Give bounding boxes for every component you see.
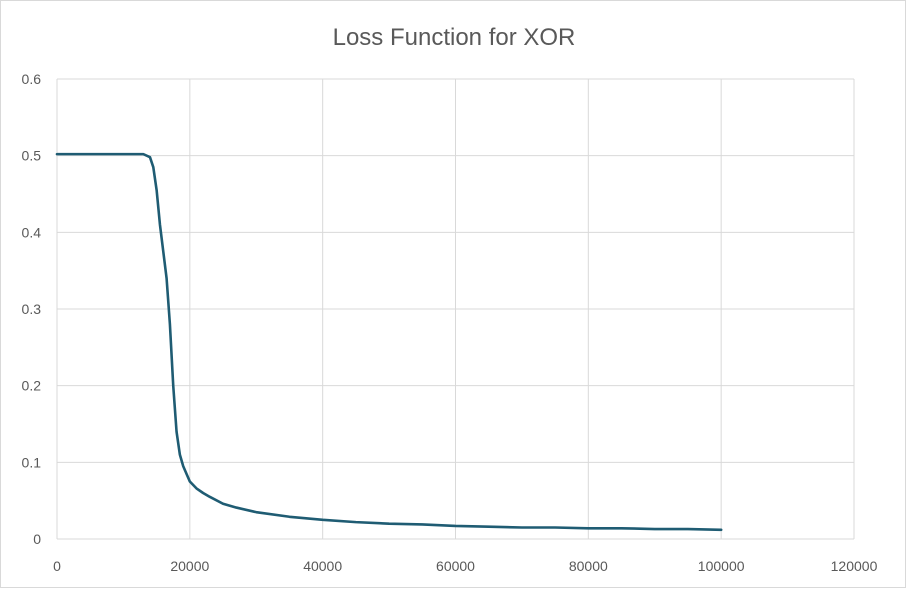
chart-title: Loss Function for XOR — [333, 24, 576, 51]
tick-labels: 0 20000 40000 60000 80000 100000 120000 0 0.1 0.2… — [22, 71, 878, 574]
x-tick-label: 0 — [53, 558, 61, 574]
series-layer — [55, 152, 723, 532]
y-tick-label: 0.3 — [22, 301, 42, 317]
y-tick-label: 0.5 — [22, 148, 42, 164]
y-tick-label: 0.6 — [22, 71, 42, 87]
x-tick-label: 100000 — [698, 558, 745, 574]
x-tick-label: 20000 — [170, 558, 209, 574]
y-tick-label: 0.4 — [22, 224, 42, 240]
x-tick-label: 80000 — [569, 558, 608, 574]
x-tick-label: 60000 — [436, 558, 475, 574]
x-tick-label: 40000 — [303, 558, 342, 574]
y-tick-label: 0.2 — [22, 378, 42, 394]
y-tick-label: 0.1 — [22, 454, 42, 470]
gridlines — [56, 78, 855, 540]
x-tick-label: 120000 — [831, 558, 878, 574]
series-line — [55, 152, 723, 532]
y-tick-label: 0 — [33, 531, 41, 547]
